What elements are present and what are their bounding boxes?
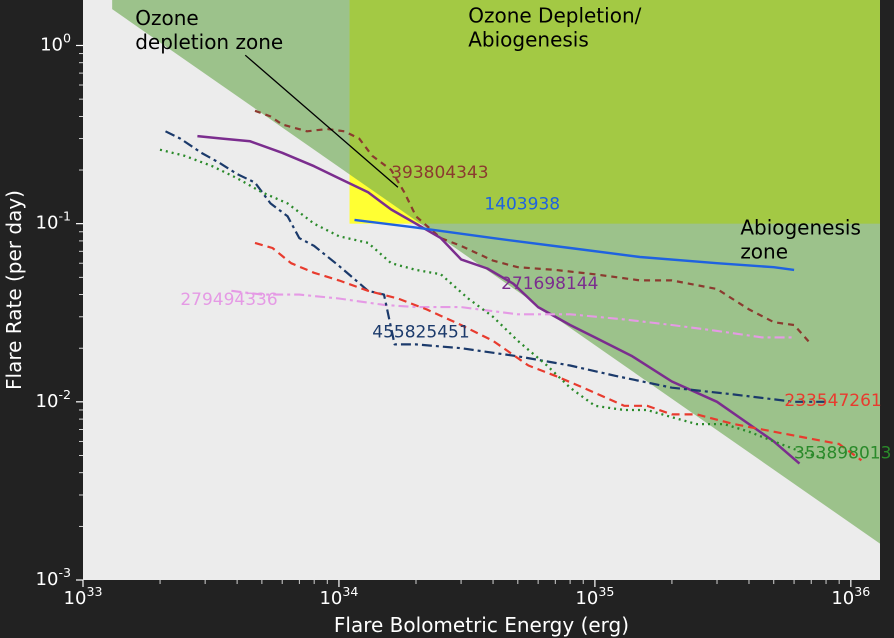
zone-label: Abiogenesis bbox=[468, 27, 589, 51]
zone-label: zone bbox=[740, 239, 788, 263]
series-label-271698144: 271698144 bbox=[501, 274, 598, 294]
flare-chart: Ozonedepletion zone Ozone Depletion/Abiog… bbox=[0, 0, 894, 638]
zone-label: Ozone bbox=[135, 6, 198, 30]
y-axis-label: Flare Rate (per day) bbox=[2, 190, 26, 390]
zone-label: Ozone Depletion/ bbox=[468, 3, 641, 27]
series-label-1403938: 1403938 bbox=[484, 195, 560, 215]
zone-label: Abiogenesis bbox=[740, 215, 861, 239]
x-axis-label: Flare Bolometric Energy (erg) bbox=[334, 613, 629, 637]
series-label-353898013: 353898013 bbox=[794, 444, 891, 464]
series-label-279494336: 279494336 bbox=[180, 290, 277, 310]
zone-label: depletion zone bbox=[135, 30, 283, 54]
chart-svg: Ozonedepletion zone Ozone Depletion/Abiog… bbox=[0, 0, 894, 638]
series-label-455825451: 455825451 bbox=[372, 322, 469, 342]
series-label-233547261: 233547261 bbox=[784, 391, 881, 411]
series-label-393804343: 393804343 bbox=[391, 163, 488, 183]
